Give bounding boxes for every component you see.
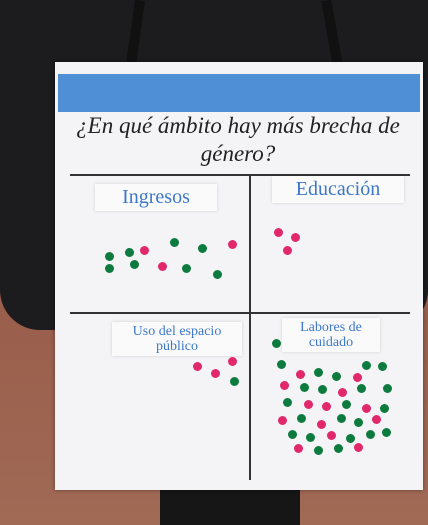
sticker-dot — [105, 264, 114, 273]
sticker-dot — [366, 430, 375, 439]
sticker-dot — [277, 360, 286, 369]
sticker-dot — [228, 357, 237, 366]
sticker-dot — [378, 362, 387, 371]
sticker-dot — [283, 246, 292, 255]
sticker-dot — [338, 388, 347, 397]
sticker-dot — [300, 383, 309, 392]
sticker-dot — [272, 339, 281, 348]
legs — [160, 490, 300, 525]
sticker-dot — [382, 428, 391, 437]
sticker-dot — [327, 431, 336, 440]
sticker-dot — [354, 418, 363, 427]
sticker-dot — [342, 400, 351, 409]
sticker-dot — [288, 430, 297, 439]
sticker-dot — [332, 372, 341, 381]
sticker-dot — [280, 381, 289, 390]
sticker-dot — [346, 434, 355, 443]
sticker-dot — [230, 377, 239, 386]
grid — [70, 174, 410, 482]
sticker-dot — [318, 385, 327, 394]
sticker-dot — [317, 420, 326, 429]
quadrant-label: Uso del espacio público — [112, 322, 242, 356]
sticker-dot — [125, 248, 134, 257]
sticker-dot — [198, 244, 207, 253]
sticker-dot — [297, 414, 306, 423]
sticker-dot — [140, 246, 149, 255]
sticker-dot — [274, 228, 283, 237]
sticker-dot — [362, 361, 371, 370]
sticker-dot — [362, 404, 371, 413]
sticker-dot — [314, 368, 323, 377]
sticker-dot — [228, 240, 237, 249]
sticker-dot — [105, 252, 114, 261]
sticker-dot — [213, 270, 222, 279]
sticker-dot — [130, 260, 139, 269]
sticker-dot — [353, 373, 362, 382]
sticker-dot — [278, 416, 287, 425]
sticker-dot — [170, 238, 179, 247]
sticker-dot — [357, 384, 366, 393]
sticker-dot — [383, 384, 392, 393]
quadrant-label: Ingresos — [95, 184, 217, 211]
sticker-dot — [296, 370, 305, 379]
question: ¿En qué ámbito hay más brecha de género? — [76, 113, 400, 166]
sticker-dot — [182, 264, 191, 273]
sticker-dot — [283, 398, 292, 407]
sticker-dot — [314, 446, 323, 455]
sticker-dot — [158, 262, 167, 271]
sticker-dot — [322, 402, 331, 411]
sticker-dot — [337, 414, 346, 423]
sticker-dot — [334, 444, 343, 453]
sticker-dot — [291, 233, 300, 242]
poster-band — [58, 74, 420, 112]
grid-line — [70, 312, 410, 314]
sticker-dot — [372, 415, 381, 424]
quadrant-label: Labores de cuidado — [282, 318, 380, 352]
sticker-dot — [294, 444, 303, 453]
sticker-dot — [304, 400, 313, 409]
sticker-dot — [211, 369, 220, 378]
sticker-dot — [380, 404, 389, 413]
sticker-dot — [306, 433, 315, 442]
grid-line — [249, 174, 251, 480]
quadrant-label: Educación — [272, 176, 404, 203]
sticker-dot — [193, 362, 202, 371]
sticker-dot — [354, 443, 363, 452]
